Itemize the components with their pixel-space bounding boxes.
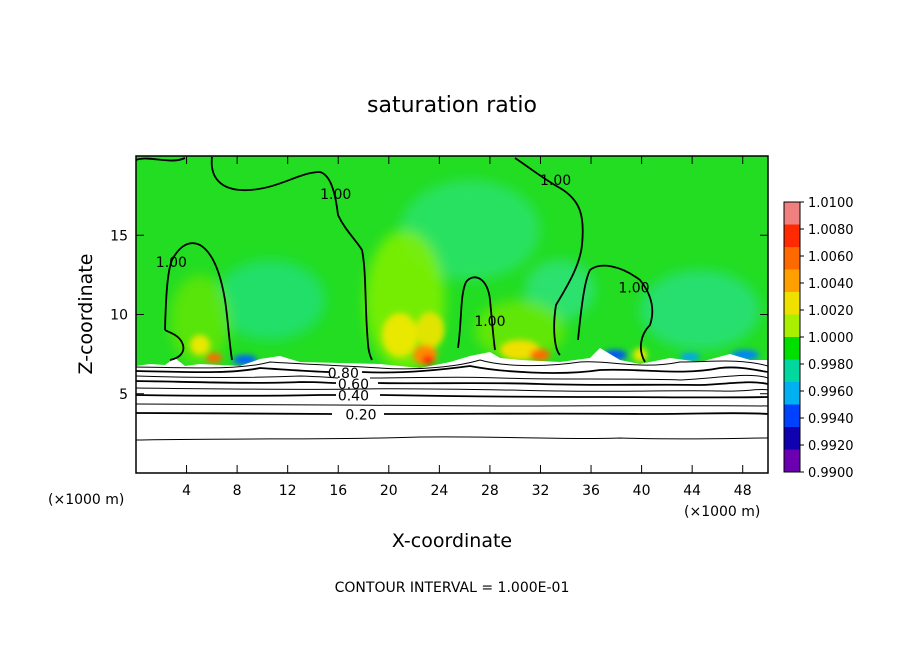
contour-interval-note: CONTOUR INTERVAL = 1.000E-01 [335,580,570,596]
y-axis-ticks: 5 10 15 [110,228,768,403]
contour-labels: 1.00 1.00 1.00 1.00 1.00 0.800.600.40 0.20 [156,173,650,424]
field-patch-red [422,355,434,365]
contour-label: 1.00 [474,314,505,330]
contour-label: 1.00 [618,281,649,297]
contour-line-0-80 [136,365,768,374]
contour-line-0-30 [136,403,768,407]
contour-line-1-00 [514,157,584,356]
colorbar-tick-label: 1.0100 [808,196,854,211]
colorbar-swatch [784,359,800,383]
colorbar-swatch [784,314,800,338]
colorbar-tick-label: 0.9920 [808,439,854,454]
contour-line-0-40 [136,394,768,399]
contour-line-0-50 [136,387,768,392]
contour-label: 1.00 [320,187,351,203]
colorbar-tick-label: 1.0080 [808,223,854,238]
field-patch-yellow [382,313,418,357]
field-patch-lime [170,275,230,365]
field-patch-blue [680,353,700,361]
sub-saturated-layer [136,348,768,473]
y-tick-label: 10 [110,308,128,324]
field-patch-yellow [190,335,210,355]
contour-line-0-60 [136,380,768,386]
colorbar-swatch [784,449,800,473]
contour-lines-lower [136,359,768,441]
colorbar-swatch [784,202,800,225]
x-axis-label: X-coordinate [392,530,512,552]
contour-label: 1.00 [540,173,571,189]
x-axis-units-left: (×1000 m) [48,492,124,508]
colorbar-tick-label: 1.0000 [808,331,854,346]
colorbar-swatch [784,269,800,293]
x-tick-label: 40 [633,483,651,499]
x-tick-label: 44 [683,483,701,499]
x-tick-label: 48 [734,483,752,499]
colorbar-swatch [784,292,800,315]
colorbar-swatch [784,427,800,450]
contour-line-0-70 [136,374,768,381]
field-patch-orange [206,353,222,363]
x-tick-label: 28 [481,483,499,499]
contour-label: 0.20 [345,407,376,423]
field-patch-cyan [640,270,760,350]
contour-label: 0.40 [338,388,369,404]
colorbar-swatch [784,382,800,405]
colorbar-tick-label: 1.0040 [808,277,854,292]
field-patch-orange [530,349,550,361]
x-tick-label: 16 [329,483,347,499]
x-tick-label: 20 [380,483,398,499]
colorbar: 1.0100 1.0080 1.0060 1.0040 1.0020 1.0000 0.99… [783,196,854,481]
contour-1-00-group [136,156,654,363]
colorbar-tick-label: 1.0020 [808,304,854,319]
field-patch-yellow [416,312,444,348]
contour-line-0-20 [136,412,768,415]
field-patch-yellow [633,348,647,362]
colorbar-tick-label: 0.9900 [808,466,854,481]
x-axis-ticks: 4 8 12 16 20 24 28 32 36 40 44 48 [182,156,752,499]
chart-title: saturation ratio [367,93,537,118]
colorbar-tick-label: 0.9980 [808,358,854,373]
x-tick-label: 4 [182,483,191,499]
contour-line-1-00 [457,276,496,351]
colorbar-swatch [784,404,800,428]
y-axis-label: Z-coordinate [75,254,97,375]
plot-area [136,156,768,473]
contour-line-1-00 [577,264,654,363]
y-tick-label: 5 [119,387,128,403]
x-tick-label: 24 [430,483,448,499]
contour-line-1-00 [164,329,185,361]
colorbar-tick-label: 0.9960 [808,385,854,400]
contour-line-1-00 [164,242,233,361]
x-tick-label: 12 [279,483,297,499]
contour-label: 0.80 [328,366,359,382]
contour-line-1-00 [136,156,373,361]
field-patch-cyan [215,260,325,340]
contour-line-0-90 [136,359,768,370]
colorbar-tick-label: 0.9940 [808,412,854,427]
colorbar-tick-label: 1.0060 [808,250,854,265]
contour-line-0-10 [136,436,768,441]
x-axis-units-right: (×1000 m) [684,504,760,520]
y-tick-label: 15 [110,228,128,244]
colorbar-swatch [784,247,800,270]
field-patch-lime [475,300,565,360]
x-tick-label: 8 [233,483,242,499]
contour-label: 1.00 [156,255,187,271]
x-tick-label: 36 [582,483,600,499]
colorbar-swatch [784,224,800,248]
contour-label: 0.60 [338,377,369,393]
colorbar-swatch [784,337,800,360]
x-tick-label: 32 [532,483,550,499]
